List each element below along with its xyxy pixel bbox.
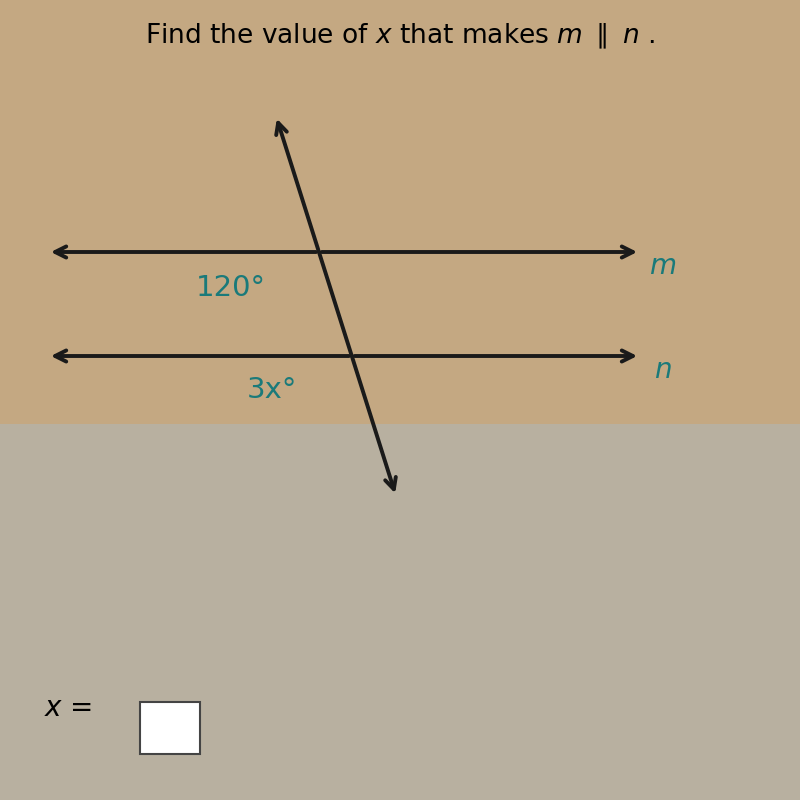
Bar (0, 424, 800, 800)
FancyBboxPatch shape (140, 702, 200, 754)
Text: 120°: 120° (196, 274, 266, 302)
Text: m: m (649, 253, 676, 280)
Text: n: n (654, 357, 671, 384)
Text: $x$ =: $x$ = (44, 694, 92, 722)
Text: 3x°: 3x° (246, 375, 297, 403)
Text: Find the value of $x$ that makes $m$ $\parallel$ $n$ .: Find the value of $x$ that makes $m$ $\p… (145, 22, 655, 50)
